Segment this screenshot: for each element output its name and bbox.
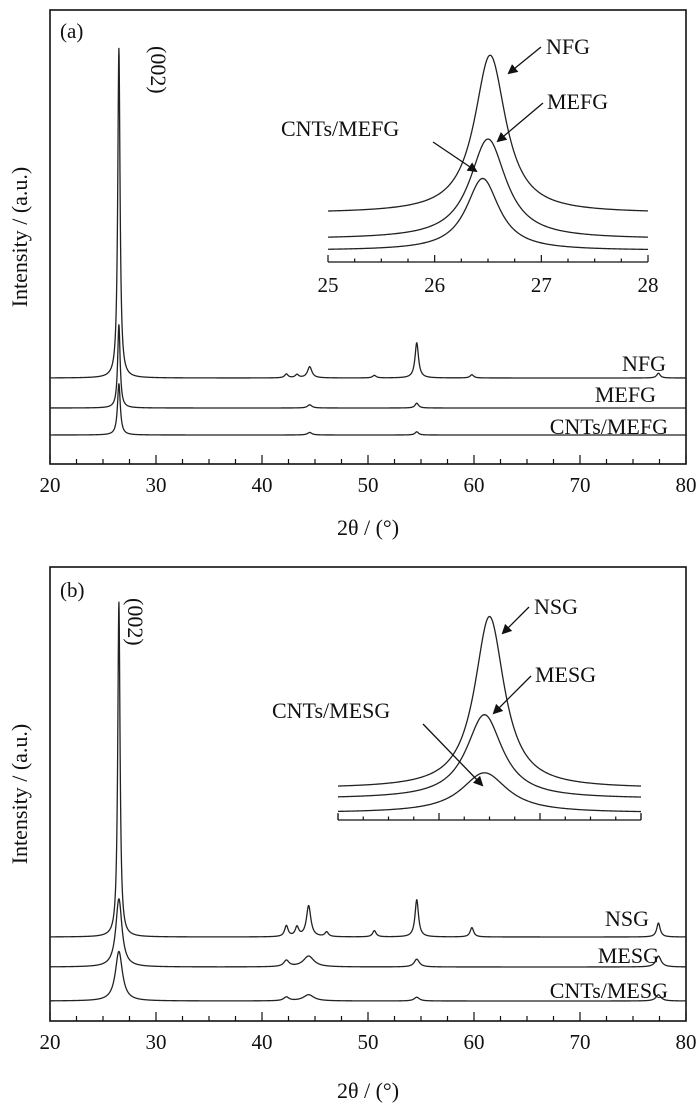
panel-a-inset-arrow-3 xyxy=(432,141,478,173)
x-tick-label: 40 xyxy=(252,1030,273,1054)
series-line-3 xyxy=(49,950,687,1002)
panel-b: 20 30 40 50 60 70 80 (b) (002) NSG MESG CNTs/M… xyxy=(7,566,697,1103)
panel-a-series-label-1: NFG xyxy=(622,351,666,376)
panel-b-tag: (b) xyxy=(60,578,85,602)
panel-a-inset-label-1: NFG xyxy=(546,34,590,59)
inset-series-line-3 xyxy=(337,772,642,813)
panel-a-x-label: 2θ / (°) xyxy=(337,515,399,540)
x-tick-label: 50 xyxy=(358,1030,379,1054)
inset-tick-label: 25 xyxy=(318,273,339,297)
panel-a-inset-label-2: MEFG xyxy=(547,89,608,114)
inset-tick-label: 28 xyxy=(638,273,659,297)
panel-b-inset-label-2: MESG xyxy=(535,662,596,687)
panel-a-series-label-3: CNTs/MEFG xyxy=(550,414,668,439)
panel-a-series-label-2: MEFG xyxy=(595,382,656,407)
x-tick-label: 30 xyxy=(146,1030,167,1054)
x-tick-label: 80 xyxy=(676,1030,697,1054)
x-tick-label: 50 xyxy=(358,473,379,497)
x-tick-label: 80 xyxy=(676,473,697,497)
x-tick-label: 60 xyxy=(464,473,485,497)
x-tick-label: 20 xyxy=(40,1030,61,1054)
x-tick-label: 40 xyxy=(252,473,273,497)
panel-a: 20 30 40 50 60 70 80 (a) (002) NFG MEFG CNTs/M… xyxy=(7,9,697,540)
panel-a-peak-label: (002) xyxy=(146,46,171,94)
panel-b-series-label-1: NSG xyxy=(605,906,649,931)
panel-b-series-label-2: MESG xyxy=(598,943,659,968)
panel-b-x-label: 2θ / (°) xyxy=(337,1078,399,1103)
inset-series-line-1 xyxy=(337,615,642,787)
panel-a-inset-traces xyxy=(327,54,649,251)
panel-a-inset-label-3: CNTs/MEFG xyxy=(281,116,399,141)
panel-b-y-label: Intensity / (a.u.) xyxy=(7,724,32,865)
panel-b-inset: NSG MESG CNTs/MESG xyxy=(272,594,642,821)
panel-a-inset: 25 26 27 28 NFG MEFG CNTs/MEFG xyxy=(281,34,659,297)
panel-b-inset-traces xyxy=(337,615,642,813)
panel-b-inset-label-3: CNTs/MESG xyxy=(272,698,390,723)
panel-a-tag: (a) xyxy=(60,19,83,43)
inset-series-line-2 xyxy=(337,714,642,798)
panel-b-inset-ticks xyxy=(337,813,642,821)
panel-a-inset-arrow-1 xyxy=(507,46,542,75)
panel-a-frame xyxy=(49,9,687,465)
panel-b-inset-arrow-1 xyxy=(501,606,530,635)
series-line-1 xyxy=(49,601,687,938)
panel-b-x-ticks: 20 30 40 50 60 70 80 xyxy=(40,1012,697,1054)
panel-a-traces xyxy=(49,47,687,436)
inset-tick-label: 26 xyxy=(424,273,445,297)
series-line-3 xyxy=(49,383,687,436)
panel-b-inset-arrow-2 xyxy=(492,675,532,715)
panel-b-inset-label-1: NSG xyxy=(534,594,578,619)
inset-series-line-1 xyxy=(327,54,649,212)
panel-b-series-label-3: CNTs/MESG xyxy=(550,978,668,1003)
x-tick-label: 70 xyxy=(570,473,591,497)
inset-series-line-2 xyxy=(327,138,649,238)
panel-a-inset-ticks: 25 26 27 28 xyxy=(318,255,659,297)
panel-a-inset-arrow-2 xyxy=(496,102,544,143)
panel-a-x-ticks: 20 30 40 50 60 70 80 xyxy=(40,455,697,497)
x-tick-label: 70 xyxy=(570,1030,591,1054)
series-line-1 xyxy=(49,47,687,379)
panel-a-y-label: Intensity / (a.u.) xyxy=(7,167,32,308)
panel-b-inset-arrow-3 xyxy=(422,723,484,787)
x-tick-label: 20 xyxy=(40,473,61,497)
panel-b-traces xyxy=(49,601,687,1002)
x-tick-label: 60 xyxy=(464,1030,485,1054)
inset-tick-label: 27 xyxy=(531,273,552,297)
series-line-2 xyxy=(49,898,687,968)
panel-b-peak-label: (002) xyxy=(123,598,148,646)
inset-series-line-3 xyxy=(327,177,649,251)
series-line-2 xyxy=(49,324,687,409)
x-tick-label: 30 xyxy=(146,473,167,497)
